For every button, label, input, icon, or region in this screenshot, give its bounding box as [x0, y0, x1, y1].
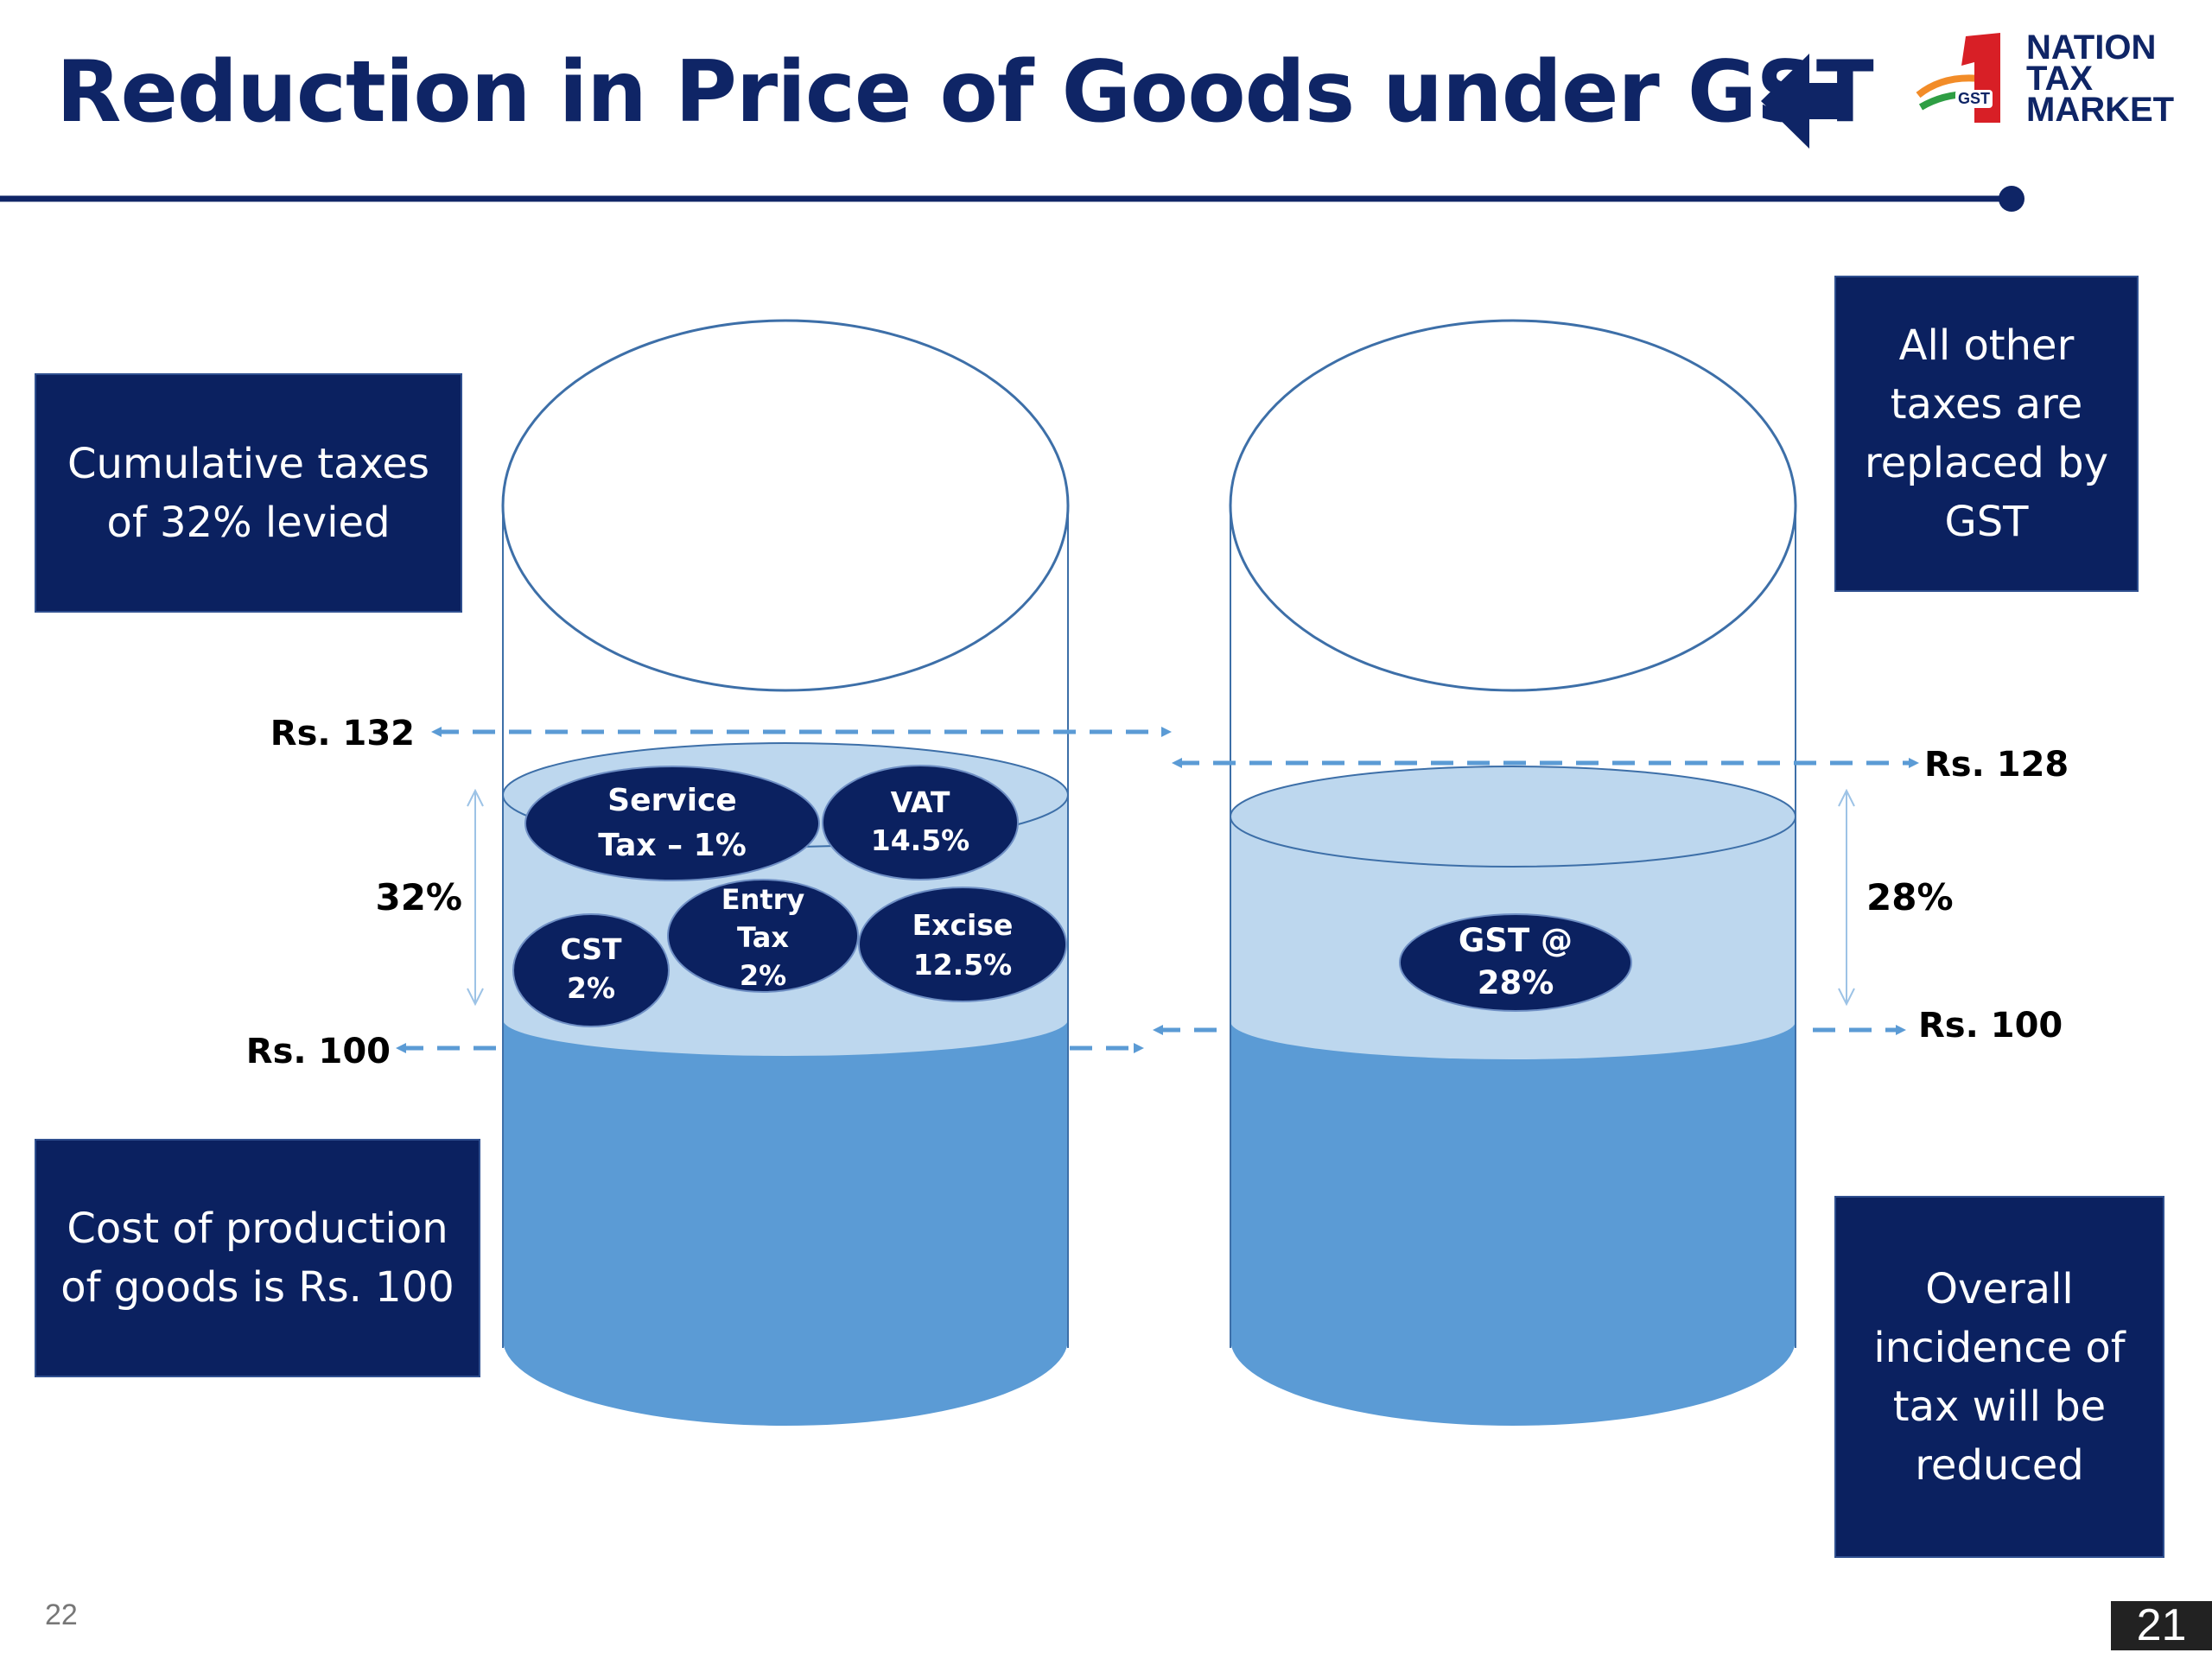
left-cylinder-dark-water [503, 1020, 1068, 1426]
page-number-left: 22 [45, 1599, 78, 1631]
replaced-by-gst-box: All other taxes are replaced by GST [1834, 276, 2139, 592]
tax-service-line-1: Service [607, 783, 737, 818]
right-cylinder-top [1229, 319, 1797, 692]
label-rs-100-left: Rs. 100 [246, 1032, 391, 1071]
label-rs-128: Rs. 128 [1924, 745, 2069, 785]
tax-oval-excise: Excise 12.5% [858, 887, 1067, 1002]
logo-badge: GST [1955, 90, 1993, 108]
tax-oval-service: Service Tax – 1% [524, 766, 820, 881]
gst-line-2: 28% [1478, 964, 1554, 1001]
right-cylinder [1229, 319, 1797, 1426]
label-rs-100-right: Rs. 100 [1918, 1006, 2063, 1046]
tax-excise-line-2: 12.5% [913, 948, 1013, 982]
tax-entry-line-3: 2% [740, 959, 786, 992]
title-divider [0, 186, 2024, 212]
tax-oval-entry: Entry Tax 2% [667, 879, 859, 993]
overall-incidence-box: Overall incidence of tax will be reduced [1834, 1196, 2164, 1558]
label-32-percent: 32% [375, 876, 462, 918]
logo-line-1: NATION [2026, 29, 2157, 67]
tax-oval-cst: CST 2% [512, 913, 670, 1027]
tax-entry-line-1: Entry [721, 883, 805, 916]
tax-excise-line-1: Excise [912, 908, 1014, 942]
right-cylinder-dark-water [1230, 1021, 1796, 1426]
tax-cst-line-2: 2% [567, 971, 615, 1005]
page-title: Reduction in Price of Goods under GST [56, 43, 1874, 142]
gst-line-1: GST @ [1459, 922, 1573, 959]
label-rs-132: Rs. 132 [270, 714, 415, 753]
tax-cst-line-1: CST [560, 932, 622, 966]
back-arrow-icon[interactable] [1761, 50, 1847, 152]
gst-oval: GST @ 28% [1399, 913, 1632, 1012]
tax-entry-line-2: Tax [737, 921, 789, 954]
tax-vat-line-2: 14.5% [871, 823, 970, 857]
tax-service-line-2: Tax – 1% [598, 828, 747, 863]
tax-vat-line-1: VAT [891, 785, 950, 819]
left-cylinder-top [501, 319, 1070, 692]
tax-oval-vat: VAT 14.5% [822, 765, 1019, 880]
logo-line-2: TAX [2026, 60, 2094, 98]
left-cylinder [501, 319, 1070, 1426]
page-number-right: 21 [2111, 1601, 2212, 1650]
label-28-percent: 28% [1866, 876, 1954, 918]
cost-of-production-box: Cost of production of goods is Rs. 100 [35, 1139, 480, 1377]
right-cylinder-water-surface [1230, 766, 1796, 868]
logo-line-3: MARKET [2026, 91, 2175, 129]
logo: GST NATION TAX MARKET [1914, 28, 2199, 131]
cumulative-taxes-box: Cumulative taxes of 32% levied [35, 373, 462, 613]
